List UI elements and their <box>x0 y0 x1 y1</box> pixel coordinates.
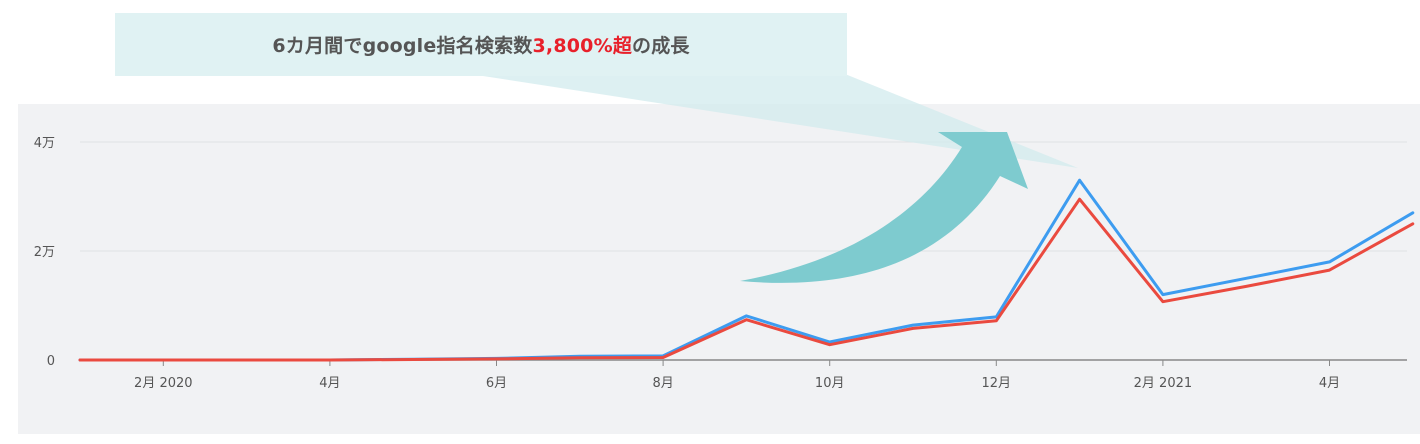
y-tick-label: 4万 <box>34 136 55 151</box>
y-tick-label: 0 <box>47 354 55 369</box>
gridlines <box>80 141 1407 361</box>
x-axis: 2月 2020 4月 6月 8月 10月 12月 2月 2021 4月 <box>134 360 1340 391</box>
y-tick-label: 2万 <box>34 245 55 260</box>
series-line-2 <box>78 197 1415 362</box>
series-line-1 <box>78 178 1415 362</box>
series <box>78 178 1415 362</box>
x-tick-label: 12月 <box>982 376 1012 391</box>
x-tick-label: 2月 2021 <box>1134 376 1193 391</box>
x-tick-label: 8月 <box>652 376 673 391</box>
x-tick-label: 6月 <box>486 376 507 391</box>
x-tick-label: 4月 <box>319 376 340 391</box>
x-tick-label: 4月 <box>1319 376 1340 391</box>
callout-pointer <box>470 74 1078 168</box>
chart-area <box>18 104 1420 434</box>
headline-text: 6カ月間でgoogle指名検索数 <box>272 35 533 57</box>
headline-banner: 6カ月間でgoogle指名検索数 3,800%超 の成長 <box>115 13 847 76</box>
x-tick-label: 10月 <box>815 376 845 391</box>
growth-arrow <box>740 132 1028 283</box>
x-tick-label: 2月 2020 <box>134 376 193 391</box>
y-axis: 0 2万 4万 <box>34 136 55 369</box>
headline-suffix: の成長 <box>632 35 690 57</box>
headline-highlight: 3,800%超 <box>532 35 633 57</box>
